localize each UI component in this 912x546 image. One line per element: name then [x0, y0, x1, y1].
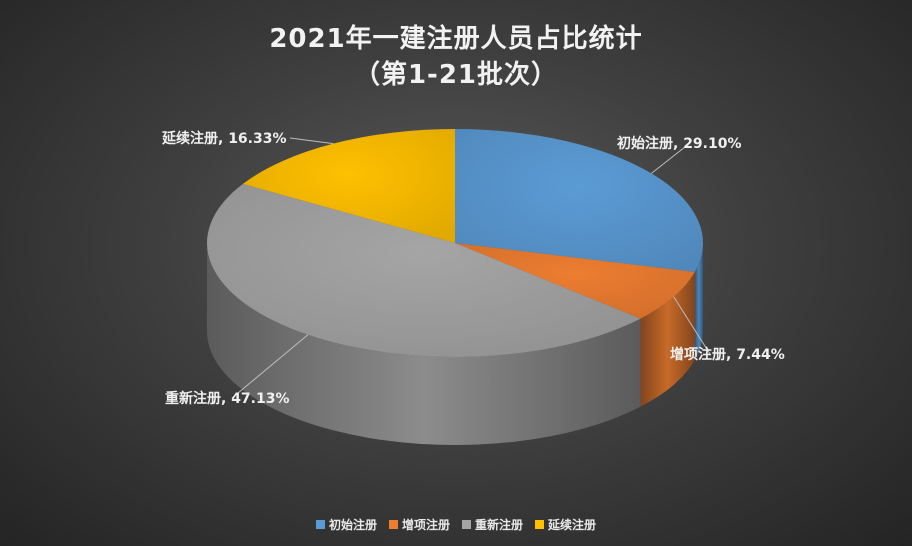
legend-item: 初始注册 — [315, 516, 377, 533]
chart-subtitle: （第1-21批次） — [353, 60, 559, 90]
legend-label: 初始注册 — [328, 518, 377, 532]
pie-top — [207, 129, 703, 357]
slice-0-top — [455, 129, 703, 273]
legend-label: 延续注册 — [548, 518, 597, 532]
pie-side-walls — [207, 243, 703, 445]
legend-swatch — [315, 520, 325, 529]
slice-3-data-label: 延续注册, 16.33% — [161, 130, 287, 147]
slice-0-data-label: 初始注册, 29.10% — [617, 135, 742, 152]
legend-item: 延续注册 — [535, 516, 596, 533]
data-labels: 初始注册, 29.10% 增项注册, 7.44% 重新注册, 47.13% 延续注册,… — [161, 130, 785, 407]
legend-swatch — [388, 520, 398, 529]
legend-label: 重新注册 — [475, 518, 524, 532]
slice-2-top — [207, 183, 641, 357]
slice-1-leader-line — [673, 296, 711, 355]
chart-title: 2021年一建注册人员占比统计 — [269, 24, 643, 54]
legend-label: 增项注册 — [401, 518, 450, 532]
slice-0-side — [694, 243, 703, 361]
chart-legend: 初始注册 增项注册 重新注册 延续注册 — [0, 516, 912, 533]
slice-1-side — [640, 272, 695, 407]
legend-swatch — [462, 520, 471, 529]
legend-item: 增项注册 — [388, 516, 450, 533]
slice-1-top — [455, 243, 695, 319]
slice-0-leader-line — [651, 142, 691, 174]
slice-3-top — [242, 129, 455, 243]
slice-2-side — [207, 243, 641, 445]
slice-2-data-label: 重新注册, 47.13% — [165, 390, 290, 407]
slice-2-leader-line — [231, 334, 309, 399]
legend-item: 重新注册 — [462, 516, 523, 533]
slice-1-data-label: 增项注册, 7.44% — [670, 346, 785, 363]
slice-3-leader-line — [289, 137, 334, 145]
legend-swatch — [535, 520, 545, 529]
